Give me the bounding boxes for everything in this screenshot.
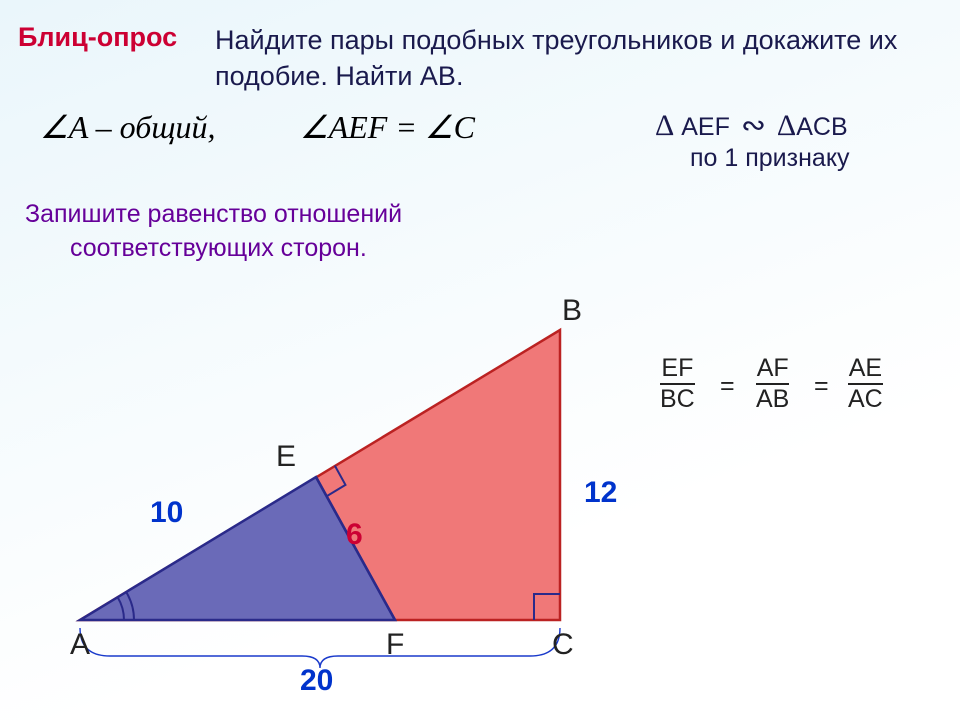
ratio-bc: BC (660, 383, 695, 414)
vertex-a: A (70, 628, 90, 662)
angle-a-common: ∠A – общий, (40, 108, 215, 146)
len-6: 6 (346, 518, 363, 552)
instruction-l2: соответствующих сторон. (70, 234, 367, 263)
ratio-ab: AB (756, 383, 789, 414)
vertex-f: F (386, 628, 404, 662)
instruction-l1: Запишите равенство отношений (25, 200, 402, 229)
delta-2: Δ (777, 109, 796, 142)
vertex-c: C (552, 628, 574, 662)
sim-t1: AEF (681, 113, 730, 141)
ratio-ef-bc: EF BC (660, 354, 695, 414)
len-20: 20 (300, 664, 333, 698)
angle-aef-eq-c: ∠AEF = ∠C (300, 108, 475, 146)
ratio-ac: AC (848, 383, 883, 414)
ratio-ef: EF (660, 354, 695, 383)
vertex-b: B (562, 294, 582, 328)
eq-2: = (814, 372, 829, 401)
blitz-title: Блиц-опрос (18, 22, 177, 53)
vertex-e: E (276, 440, 296, 474)
sim-t2: ACB (796, 113, 847, 141)
similarity-line: Δ AEF ∾ ΔACB (655, 108, 848, 143)
ratio-af: AF (756, 354, 789, 383)
delta-1: Δ (655, 109, 674, 142)
similarity-reason: по 1 признаку (690, 144, 850, 173)
eq-1: = (720, 372, 735, 401)
len-10: 10 (150, 496, 183, 530)
ratio-af-ab: AF AB (756, 354, 789, 414)
tilde-icon: ∾ (737, 109, 770, 142)
len-12: 12 (584, 476, 617, 510)
ratio-ae: AE (848, 354, 883, 383)
heading-rest: Найдите пары подобных треугольников и до… (215, 22, 945, 95)
ratio-ae-ac: AE AC (848, 354, 883, 414)
